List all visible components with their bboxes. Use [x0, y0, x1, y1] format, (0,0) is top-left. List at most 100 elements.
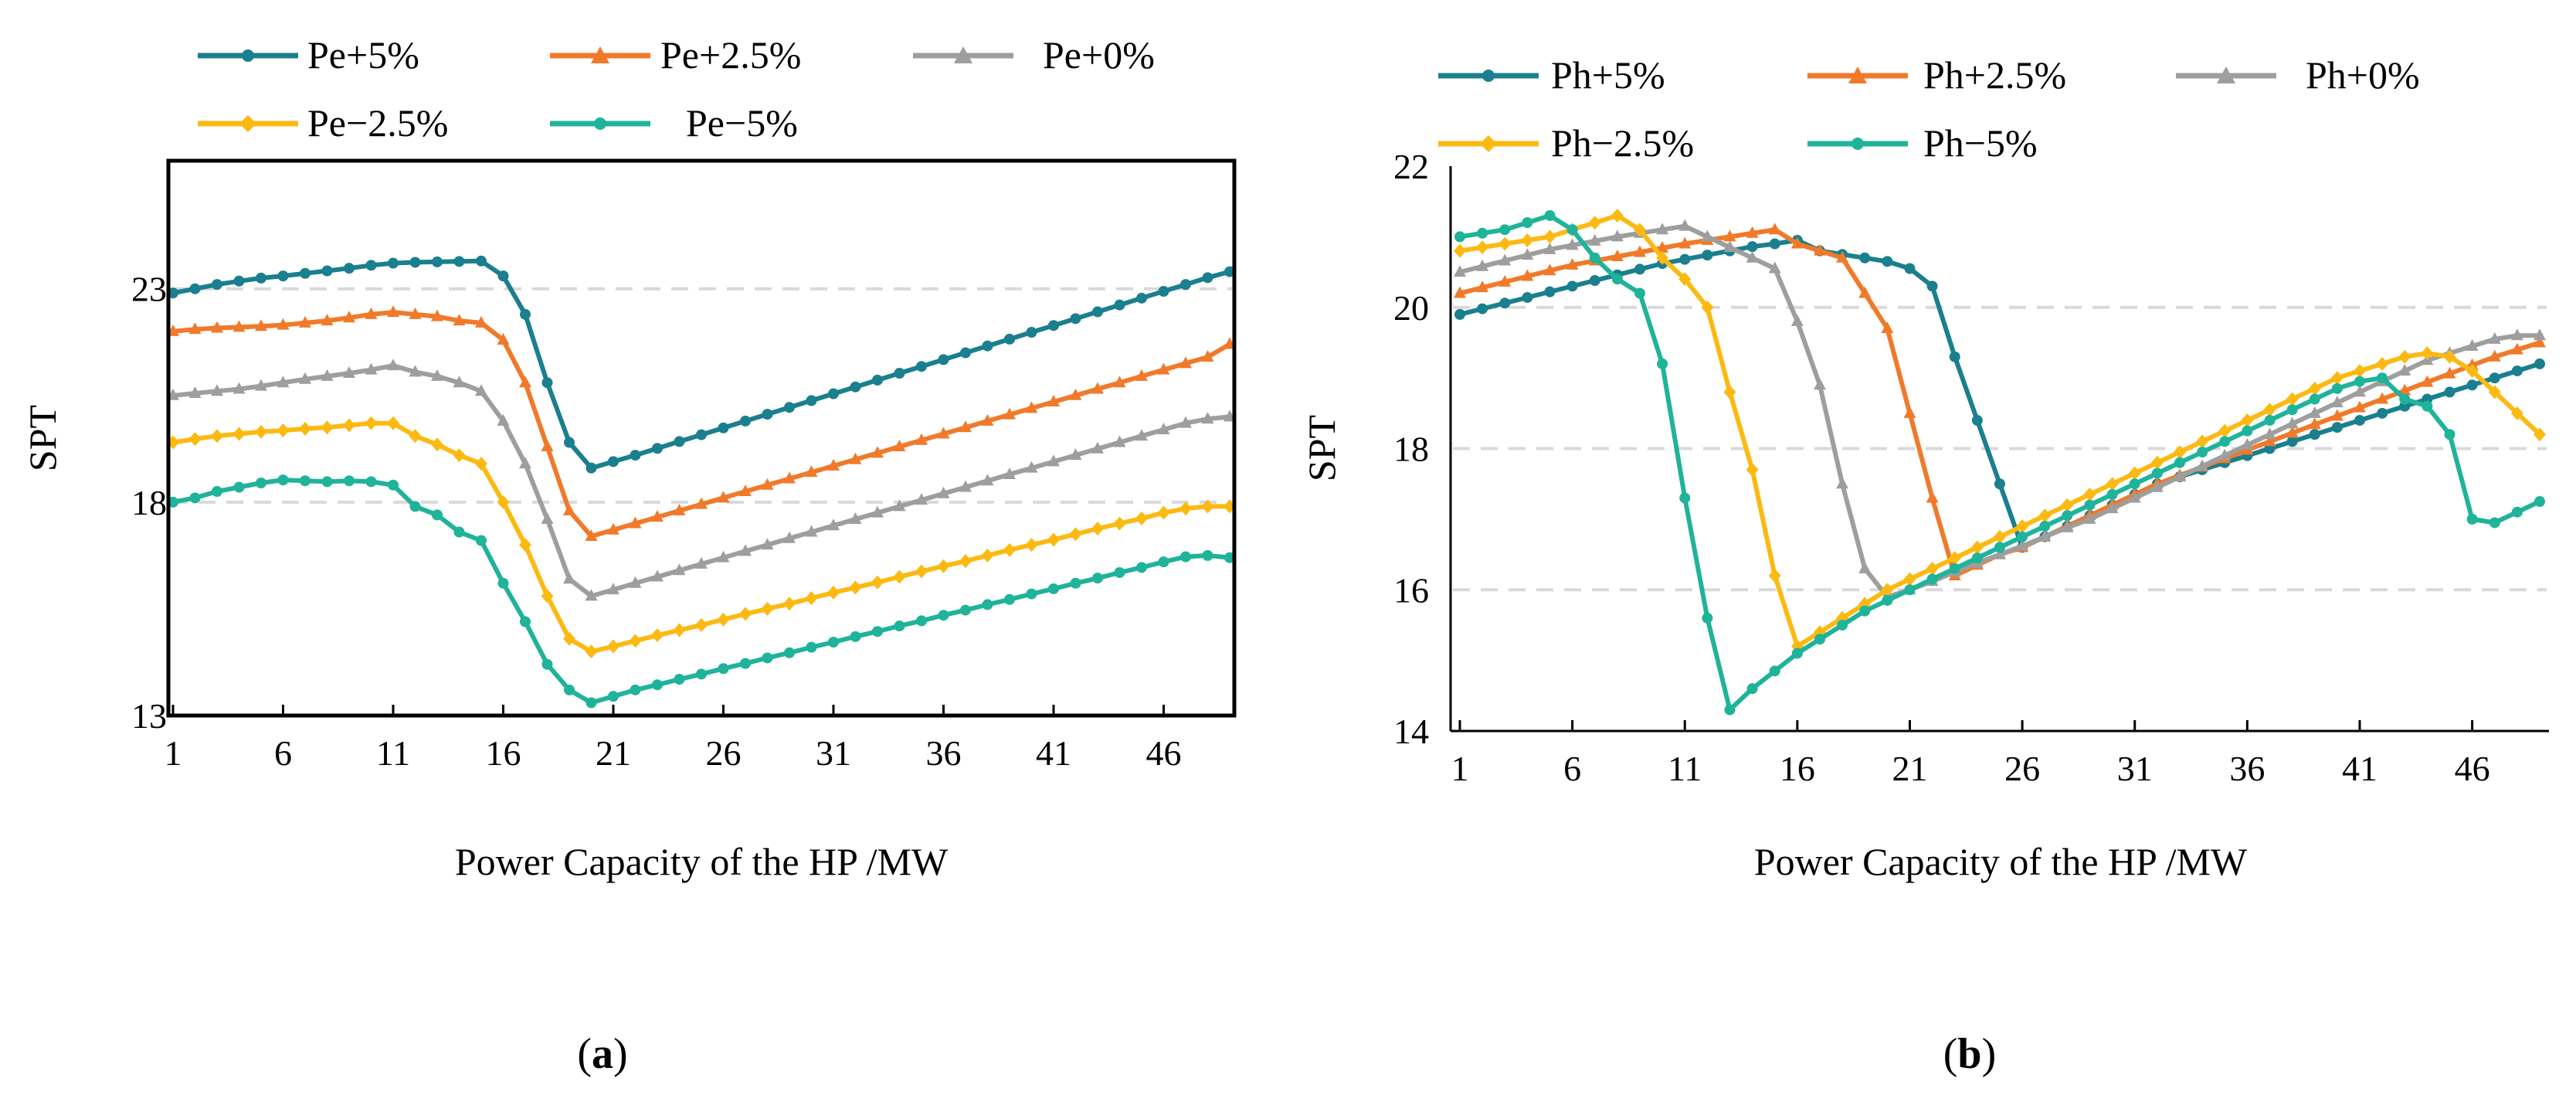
panel-a-x-axis-title: Power Capacity of the HP /MW	[455, 840, 949, 883]
panel-a-series-2-point-30	[827, 518, 840, 531]
panel-a-series-1-point-27	[761, 478, 774, 490]
panel-a-series-4-point-17	[541, 658, 553, 670]
panel-b-series-3-point-8	[1634, 223, 1646, 237]
panel-b-series-2-point-9	[1656, 223, 1669, 235]
panel-b-series-4-point-13	[1746, 683, 1758, 695]
panel-b-series-3-point-47	[2510, 406, 2523, 420]
panel-a-series-2-point-12	[431, 369, 443, 381]
panel-b-series-4-point-17	[1837, 619, 1848, 631]
panel-a-series-2-point-2	[211, 384, 223, 396]
panel-b-series-4-point-33	[2197, 447, 2208, 458]
panel-a-series-4-point-37	[982, 599, 993, 610]
panel-b-series-1-point-43	[2421, 375, 2434, 387]
panel-a-series-4-point-3	[233, 481, 245, 493]
panel-a-series-2-point-28	[783, 531, 796, 543]
panel-a-series-3-point-28	[783, 597, 796, 611]
panel-b-series-0-point-41	[2377, 407, 2388, 419]
panel-a-series-3-point-12	[431, 437, 443, 452]
panel-b-series-4-point-7	[1611, 274, 1623, 285]
panel-b-series-0-point-14	[1769, 238, 1780, 250]
panel-b: Ph+5% Ph+2.5% Ph+0% Ph−2.5% Ph−5%	[1300, 53, 2549, 1078]
panel-b-series-3-point-43	[2421, 346, 2434, 361]
panel-b-series-3-point-9	[1656, 250, 1669, 265]
panel-a-series-2-point-16	[519, 457, 531, 469]
panel-a-series-2-point-45	[1157, 422, 1170, 434]
panel-a-series-0-point-40	[1048, 320, 1059, 332]
panel-a-series-2-point-32	[871, 505, 884, 518]
panel-a-legend-item-4: Pe−5%	[550, 101, 798, 144]
panel-b-series-4-point-40	[2354, 376, 2365, 387]
panel-a-series-0-point-29	[806, 395, 817, 406]
panel-a-series-0-point-24	[696, 429, 707, 440]
panel-a-series-4-point-12	[432, 509, 443, 521]
panel-b-series-0-point-48	[2534, 358, 2545, 369]
panel-b-series-3-point-38	[2308, 381, 2321, 396]
panel-b-series-1-point-4	[1543, 264, 1556, 276]
panel-b-series-3-point-11	[1701, 300, 1714, 314]
panel-b-series-1-point-8	[1634, 245, 1646, 257]
panel-a-series-4-point-38	[1004, 593, 1015, 605]
panel-b-series-3-point-24	[1994, 529, 2006, 544]
panel-b-series-4-point-12	[1724, 704, 1736, 716]
panel-b-legend-item-1: Ph+2.5%	[1807, 53, 2066, 97]
panel-a-series-1-point-11	[409, 307, 422, 319]
panel-a-series-2-point-10	[387, 359, 399, 371]
panel-b-series-2-point-0	[1454, 265, 1466, 277]
panel-a-y-tick-label-0: 13	[131, 696, 167, 736]
panel-b-series-4-point-6	[1589, 252, 1600, 264]
panel-a: Pe+5% Pe+2.5% Pe+0% Pe−2.5% Pe−5%	[21, 33, 1237, 1078]
panel-a-series-0-point-25	[718, 422, 729, 434]
panel-b-series-0-point-13	[1746, 241, 1758, 253]
panel-a-series-4-point-46	[1180, 551, 1191, 563]
panel-b-series-2-point-45	[2466, 339, 2479, 352]
panel-a-series-0-point-36	[960, 347, 971, 359]
panel-a-series-1-point-29	[805, 465, 818, 478]
panel-a-series-2-point-37	[981, 474, 994, 486]
panel-b-series-4-point-43	[2422, 400, 2433, 412]
panel-a-series-2-point-15	[497, 413, 510, 426]
panel-b-series-1-point-10	[1678, 236, 1692, 249]
panel-b-series-3-point-7	[1610, 208, 1624, 223]
panel-b-series-0-point-0	[1454, 308, 1465, 320]
panel-a-legend-item-0: Pe+5%	[198, 33, 419, 76]
panel-a-series-0-point-35	[938, 354, 949, 366]
panel-b-series-2-point-3	[1521, 248, 1534, 260]
panel-a-series-2-point-6	[299, 372, 311, 384]
panel-a-series-2-point-29	[805, 525, 818, 537]
panel-a-series-1-point-24	[695, 497, 708, 509]
panel-b-series-0-point-46	[2489, 372, 2500, 384]
panel-a-series-3-point-15	[497, 495, 510, 509]
panel-a-caption-letter: a	[592, 1030, 613, 1078]
panel-b-caption: (b)	[1943, 1030, 1996, 1078]
panel-a-x-tick-label-1: 6	[274, 733, 292, 773]
panel-b-series-4-point-0	[1454, 231, 1465, 243]
panel-a-series-1-point-38	[1003, 407, 1016, 420]
panel-b-series-4-point-45	[2466, 513, 2478, 525]
panel-a-series-0-point-19	[585, 462, 597, 474]
panel-a-series-0-point-6	[300, 267, 311, 279]
panel-a-series-0-point-39	[1026, 327, 1037, 338]
panel-b-legend-item-3: Ph−2.5%	[1438, 121, 1694, 165]
panel-b-series-0-point-10	[1679, 253, 1691, 265]
panel-a-series-2-point-11	[409, 365, 422, 377]
panel-b-series-3-point-6	[1588, 216, 1601, 230]
panel-b-series-1-point-44	[2443, 366, 2456, 379]
panel-b-series-3-point-4	[1543, 230, 1556, 244]
panel-a-series-3-point-42	[1091, 522, 1104, 536]
panel-b-series-3-point-29	[2106, 477, 2119, 491]
panel-a-series-4-point-28	[784, 647, 795, 658]
panel-b-series-4-point-11	[1702, 612, 1713, 624]
panel-a-x-tick-label-7: 36	[926, 733, 962, 773]
panel-a-series-1-point-28	[783, 471, 796, 484]
panel-b-series-1-point-36	[2263, 434, 2276, 447]
panel-a-series-2-point-44	[1135, 429, 1148, 441]
panel-a-series-1-point-9	[365, 307, 378, 319]
panel-b-series-4-point-41	[2377, 372, 2388, 384]
panel-a-series-3-point-8	[343, 418, 355, 433]
panel-a-series-2	[167, 359, 1236, 601]
panel-b-series-2-point-5	[1566, 238, 1579, 250]
panel-a-series-3-point-31	[849, 580, 862, 595]
panel-a-series-4-point-35	[938, 610, 949, 621]
panel-b-series-1-point-40	[2354, 400, 2366, 413]
